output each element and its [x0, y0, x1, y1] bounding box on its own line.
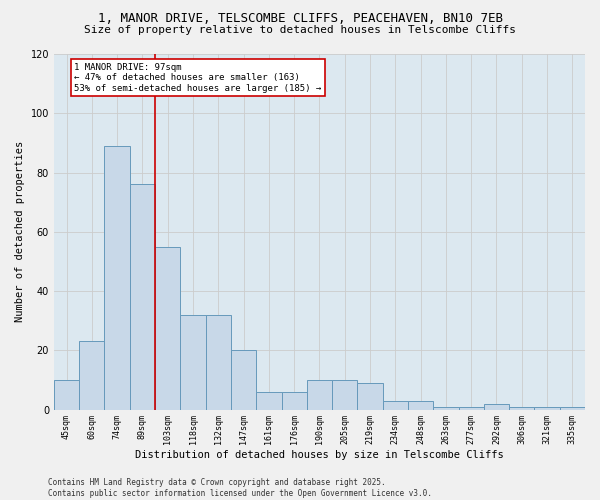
Text: Contains HM Land Registry data © Crown copyright and database right 2025.
Contai: Contains HM Land Registry data © Crown c…	[48, 478, 432, 498]
Bar	[181, 315, 206, 410]
Bar	[408, 400, 433, 409]
Bar	[130, 184, 155, 410]
Bar	[54, 380, 79, 410]
Bar	[307, 380, 332, 410]
Bar	[206, 315, 231, 410]
Bar	[535, 406, 560, 410]
Bar	[281, 392, 307, 409]
Bar	[509, 406, 535, 410]
Bar	[484, 404, 509, 409]
Bar	[383, 400, 408, 409]
Text: 1, MANOR DRIVE, TELSCOMBE CLIFFS, PEACEHAVEN, BN10 7EB: 1, MANOR DRIVE, TELSCOMBE CLIFFS, PEACEH…	[97, 12, 503, 26]
Bar	[433, 406, 458, 410]
Text: Size of property relative to detached houses in Telscombe Cliffs: Size of property relative to detached ho…	[84, 25, 516, 35]
Bar	[358, 383, 383, 409]
Bar	[256, 392, 281, 409]
Y-axis label: Number of detached properties: Number of detached properties	[15, 141, 25, 322]
Bar	[458, 406, 484, 410]
Bar	[79, 342, 104, 409]
Bar	[560, 406, 585, 410]
Bar	[332, 380, 358, 410]
Text: 1 MANOR DRIVE: 97sqm
← 47% of detached houses are smaller (163)
53% of semi-deta: 1 MANOR DRIVE: 97sqm ← 47% of detached h…	[74, 63, 322, 92]
Bar	[155, 246, 181, 410]
Bar	[104, 146, 130, 409]
X-axis label: Distribution of detached houses by size in Telscombe Cliffs: Distribution of detached houses by size …	[135, 450, 504, 460]
Bar	[231, 350, 256, 410]
